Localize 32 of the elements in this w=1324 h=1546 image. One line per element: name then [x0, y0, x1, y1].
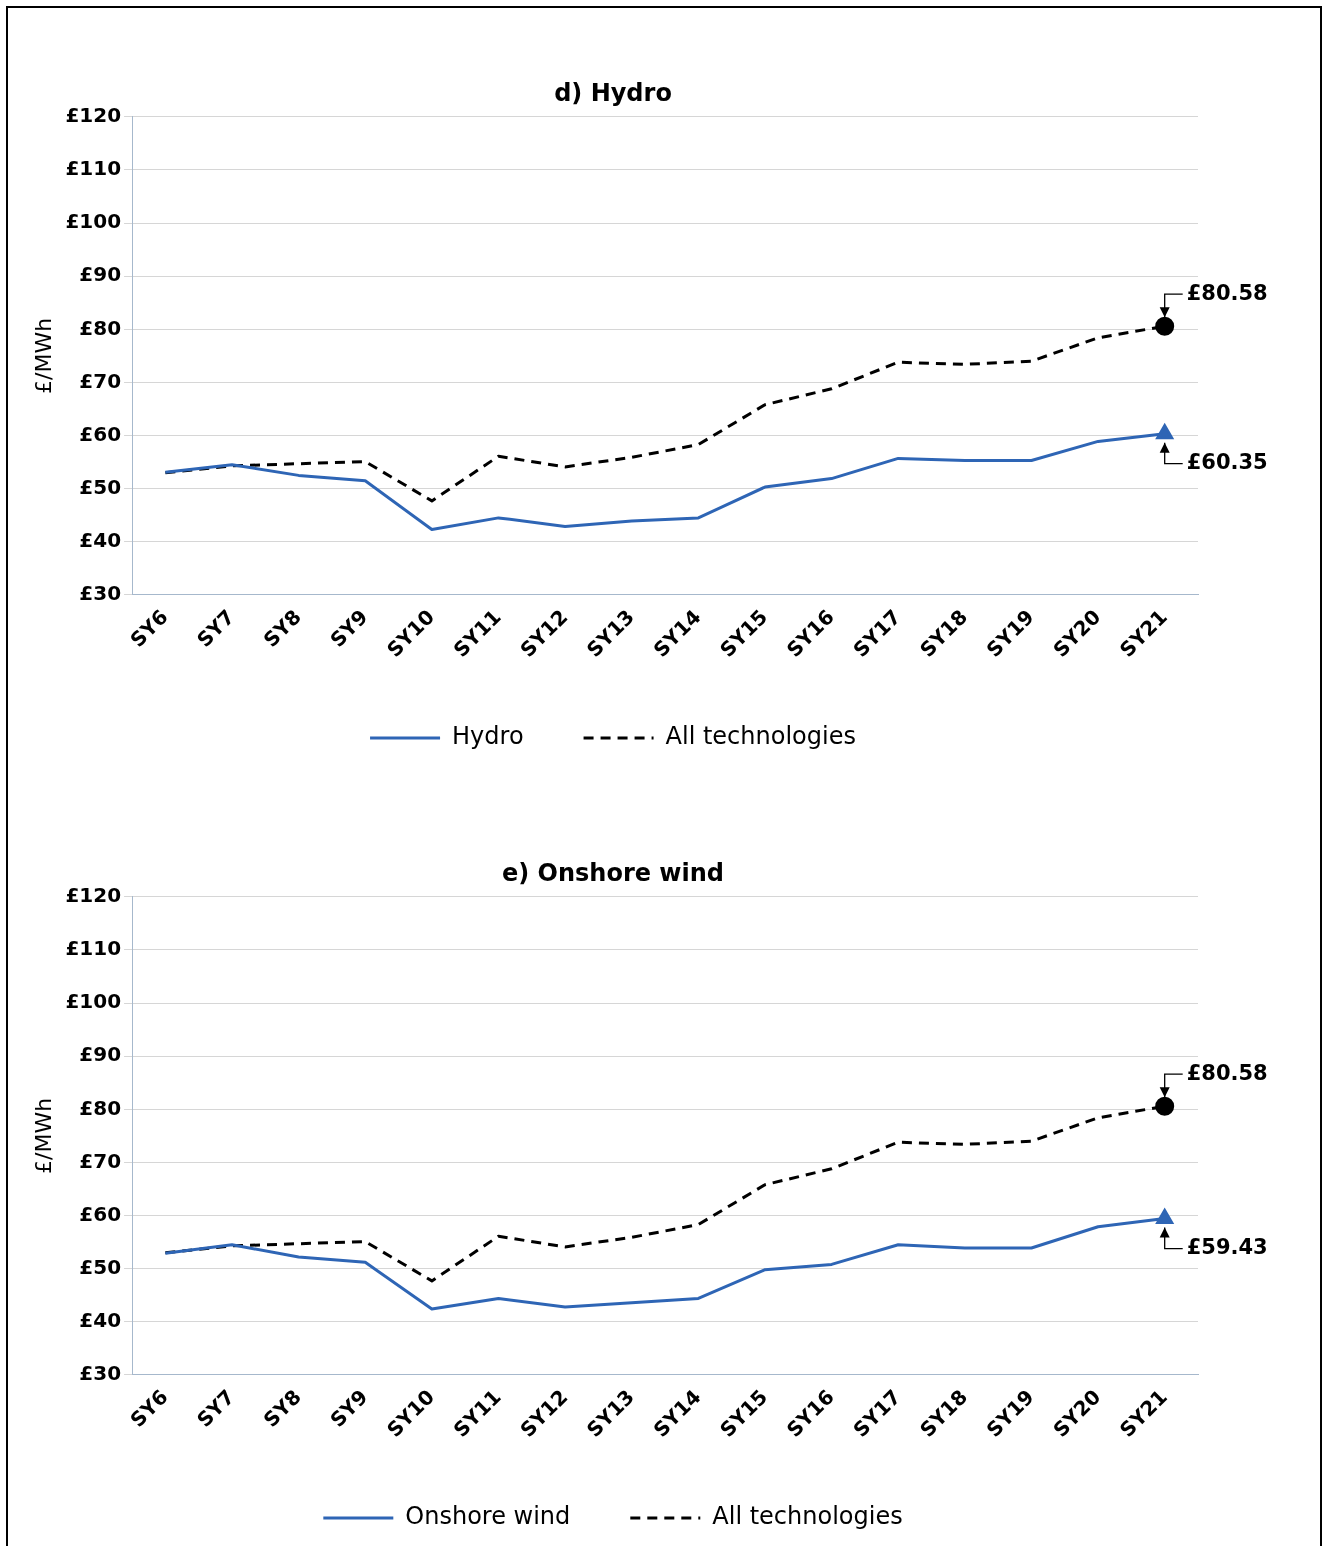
- y-axis-title: £/MWh: [30, 1097, 56, 1174]
- y-axis-title: £/MWh: [30, 317, 56, 394]
- annotation: £59.43: [1186, 1235, 1268, 1260]
- legend-label: All technologies: [712, 1502, 903, 1531]
- annotation: £60.35: [1186, 450, 1268, 475]
- y-tick-label: £40: [79, 1308, 122, 1332]
- y-tick-label: £60: [79, 421, 122, 446]
- y-tick-label: £110: [65, 156, 122, 181]
- y-tick-label: £40: [79, 528, 122, 552]
- y-tick-label: £30: [79, 581, 122, 606]
- y-tick-label: £80: [79, 1095, 122, 1120]
- y-tick-label: £70: [79, 1148, 122, 1173]
- y-tick-label: £90: [79, 262, 122, 287]
- annotation: £80.58: [1186, 1060, 1268, 1085]
- legend-label: Onshore wind: [405, 1502, 571, 1531]
- y-tick-label: £50: [79, 474, 122, 499]
- y-tick-label: £70: [79, 368, 122, 393]
- y-tick-label: £100: [65, 209, 122, 234]
- legend-label: Hydro: [452, 722, 524, 751]
- y-tick-label: £120: [65, 103, 122, 127]
- chart-title: d) Hydro: [554, 78, 672, 107]
- y-tick-label: £50: [79, 1254, 122, 1279]
- legend-label: All technologies: [665, 722, 856, 751]
- annotation: £80.58: [1186, 280, 1268, 305]
- y-tick-label: £80: [79, 315, 122, 340]
- chart-title: e) Onshore wind: [501, 858, 725, 887]
- y-tick-label: £120: [65, 883, 122, 907]
- y-tick-label: £30: [79, 1361, 122, 1386]
- y-tick-label: £90: [79, 1042, 122, 1067]
- y-tick-label: £110: [65, 936, 122, 961]
- y-tick-label: £100: [65, 989, 122, 1014]
- y-tick-label: £60: [79, 1201, 122, 1226]
